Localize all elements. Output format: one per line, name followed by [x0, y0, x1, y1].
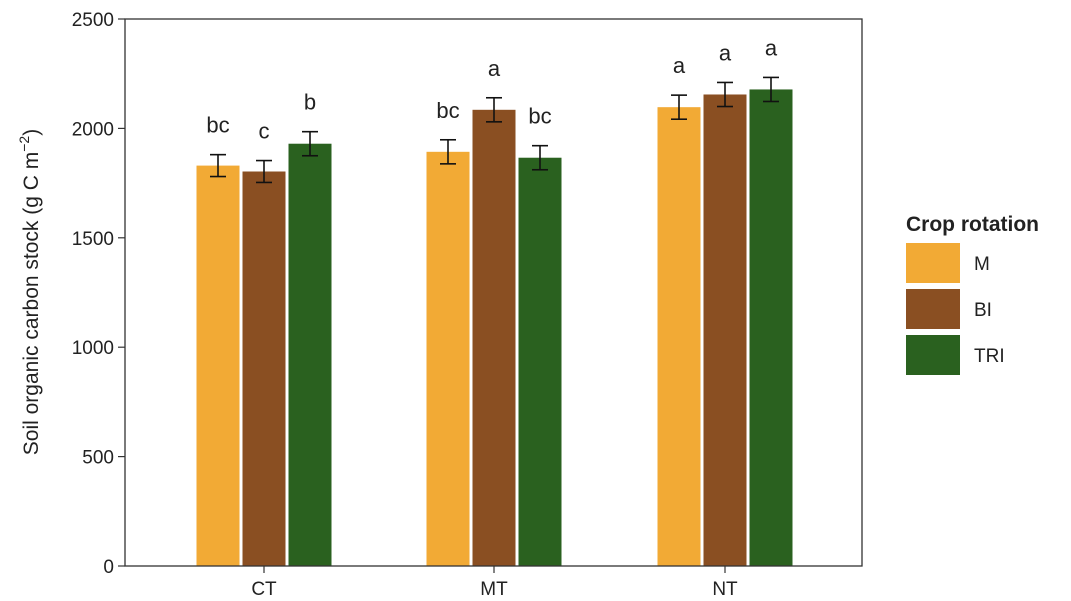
- legend-label-bi: BI: [974, 300, 992, 321]
- y-axis-title-exponent: −2: [16, 136, 32, 152]
- bar-tri-nt: [749, 89, 793, 566]
- bar-m-ct: [196, 165, 240, 566]
- bar-m-nt: [657, 107, 701, 567]
- significance-label: c: [259, 119, 270, 144]
- bar-bi-nt: [703, 94, 747, 567]
- x-tick-label: CT: [251, 579, 277, 600]
- y-tick-label: 2000: [72, 119, 114, 140]
- y-tick-label: 1500: [72, 229, 114, 250]
- legend: Crop rotation M BI TRI: [906, 213, 1039, 375]
- bar-tri-mt: [518, 157, 562, 567]
- significance-label: a: [719, 40, 732, 65]
- y-axis-title-main: Soil organic carbon stock (g C m: [20, 152, 43, 455]
- legend-title: Crop rotation: [906, 213, 1039, 236]
- x-tick-label: NT: [712, 579, 738, 600]
- legend-swatch-bi: [906, 289, 960, 329]
- significance-label: bc: [528, 104, 551, 129]
- y-tick-label: 0: [103, 557, 114, 578]
- significance-label: b: [304, 90, 316, 115]
- y-tick-label: 1000: [72, 338, 114, 359]
- y-axis-title: Soil organic carbon stock (g C m−2): [16, 129, 43, 455]
- legend-label-m: M: [974, 254, 990, 275]
- significance-label: bc: [436, 98, 459, 123]
- bar-tri-ct: [288, 143, 332, 566]
- svg-text:Soil organic carbon stock (g C: Soil organic carbon stock (g C m−2): [16, 129, 43, 455]
- y-tick-label: 500: [82, 448, 114, 469]
- significance-label: a: [765, 35, 778, 60]
- bar-bi-mt: [472, 109, 516, 566]
- significance-label: a: [673, 53, 686, 78]
- plot-area: 0 500 1000 1500 2000 2500 bc c b CT bc a bc MT a a a NT: [72, 10, 863, 600]
- significance-label: a: [488, 56, 501, 81]
- y-axis-title-close: ): [20, 129, 43, 136]
- x-tick-label: MT: [480, 579, 508, 600]
- y-tick-label: 2500: [72, 10, 114, 31]
- legend-swatch-tri: [906, 335, 960, 375]
- legend-label-tri: TRI: [974, 346, 1005, 367]
- significance-label: bc: [206, 113, 229, 138]
- bar-m-mt: [426, 151, 470, 567]
- plot-border: [124, 18, 863, 567]
- legend-swatch-m: [906, 243, 960, 283]
- bar-bi-ct: [242, 171, 286, 566]
